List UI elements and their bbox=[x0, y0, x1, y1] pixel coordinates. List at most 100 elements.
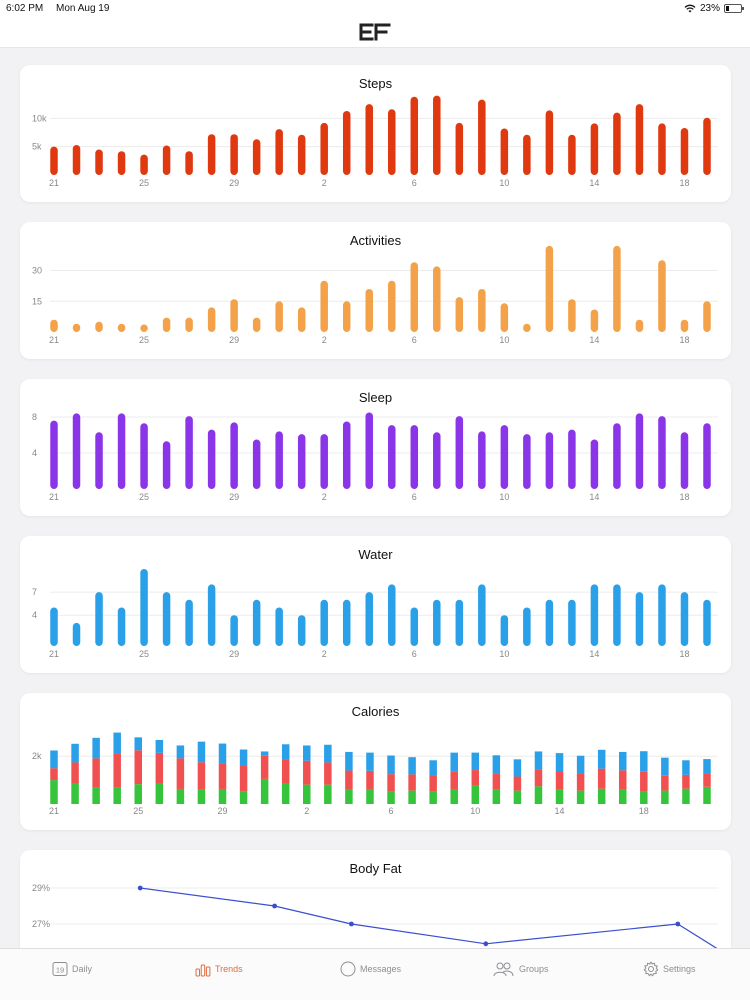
steps-xtick-label: 25 bbox=[139, 178, 149, 188]
water-card[interactable]: Water 4 7 21 25 29 2 6 10 14 18 bbox=[20, 536, 731, 673]
activities-xtick-label: 14 bbox=[589, 335, 599, 345]
activities-bar bbox=[162, 317, 171, 332]
sleep-bar bbox=[568, 429, 576, 489]
calories-bar-segment bbox=[513, 790, 522, 804]
steps-bar bbox=[433, 95, 441, 175]
steps-bar bbox=[72, 144, 81, 175]
sleep-bar bbox=[388, 425, 396, 489]
calories-bar-segment bbox=[661, 757, 669, 776]
calories-xtick-label: 6 bbox=[389, 806, 394, 816]
sleep-chart: 4 8 21 25 29 2 6 10 14 18 bbox=[32, 412, 718, 502]
activities-bar bbox=[320, 280, 328, 332]
activities-bar bbox=[342, 301, 351, 332]
sleep-ytick-label: 8 bbox=[32, 412, 37, 422]
calories-bar-segment bbox=[260, 751, 269, 756]
sleep-bar bbox=[252, 439, 261, 489]
calories-bar-segment bbox=[71, 743, 79, 763]
calories-xtick-label: 10 bbox=[470, 806, 480, 816]
activities-bar bbox=[568, 299, 576, 332]
water-bar bbox=[658, 584, 666, 646]
tab-daily[interactable]: 19 Daily bbox=[52, 959, 92, 979]
calories-bar-segment bbox=[534, 769, 543, 787]
status-bar: 6:02 PM Mon Aug 19 23% bbox=[0, 0, 750, 18]
calories-bar-segment bbox=[555, 789, 564, 804]
water-bar bbox=[365, 592, 373, 646]
activities-bar bbox=[433, 266, 441, 332]
steps-bar bbox=[207, 134, 216, 175]
water-bar bbox=[680, 592, 689, 646]
activities-bar bbox=[117, 323, 126, 332]
calories-bar-segment bbox=[492, 773, 501, 790]
water-bar bbox=[230, 615, 238, 646]
sleep-card[interactable]: Sleep 4 8 21 25 29 2 6 10 14 18 bbox=[20, 379, 731, 516]
activities-bar bbox=[230, 299, 238, 332]
water-bar bbox=[207, 584, 216, 646]
water-bar bbox=[590, 584, 599, 646]
calories-bar-segment bbox=[239, 791, 248, 804]
activities-bar bbox=[365, 288, 373, 332]
calories-bar-segment bbox=[324, 762, 332, 785]
water-bar bbox=[50, 607, 58, 646]
steps-xtick-label: 10 bbox=[499, 178, 509, 188]
tab-messages[interactable]: Messages bbox=[340, 959, 401, 979]
sleep-xtick-label: 10 bbox=[499, 492, 509, 502]
activities-xtick-label: 29 bbox=[229, 335, 239, 345]
calories-bar-segment bbox=[260, 778, 269, 804]
calories-bar-segment bbox=[576, 755, 585, 774]
steps-card[interactable]: Steps 5k 10k 21 25 29 2 6 10 14 18 bbox=[20, 65, 731, 202]
water-bar bbox=[275, 607, 283, 646]
calories-xtick-label: 2 bbox=[304, 806, 309, 816]
bar-chart-icon bbox=[195, 964, 211, 977]
calories-bar-segment bbox=[113, 732, 121, 754]
sleep-bar bbox=[500, 425, 509, 489]
calories-bar-segment bbox=[345, 789, 353, 804]
tab-trends[interactable]: Trends bbox=[195, 959, 243, 979]
calories-bar-segment bbox=[492, 789, 501, 804]
calories-xtick-label: 21 bbox=[49, 806, 59, 816]
calories-bar-segment bbox=[324, 744, 332, 763]
activities-xtick-label: 21 bbox=[49, 335, 59, 345]
steps-bar bbox=[320, 122, 328, 175]
water-bar bbox=[500, 615, 509, 646]
steps-bar bbox=[613, 112, 621, 175]
steps-title: Steps bbox=[358, 76, 393, 91]
activities-card[interactable]: Activities 15 30 21 25 29 2 6 10 14 18 bbox=[20, 222, 731, 359]
water-bar bbox=[568, 599, 576, 646]
calories-bar-segment bbox=[597, 749, 606, 769]
calories-bar-segment bbox=[260, 755, 269, 779]
bodyfat-chart: 27% 29% bbox=[32, 883, 731, 958]
tab-groups[interactable]: Groups bbox=[493, 959, 549, 979]
steps-bar bbox=[410, 96, 419, 175]
calories-chart: 2k 21 25 29 2 6 10 14 18 bbox=[32, 732, 718, 816]
calories-bar-segment bbox=[155, 752, 164, 784]
water-xtick-label: 21 bbox=[49, 649, 59, 659]
calories-bar-segment bbox=[50, 750, 58, 769]
calories-bar-segment bbox=[618, 789, 627, 804]
calories-bar-segment bbox=[155, 783, 164, 804]
sleep-xtick-label: 18 bbox=[679, 492, 689, 502]
battery-icon bbox=[724, 4, 744, 13]
activities-bar bbox=[252, 317, 261, 332]
calories-card[interactable]: Calories 2k 21 25 29 2 6 10 14 18 bbox=[20, 693, 731, 830]
calories-bar-segment bbox=[218, 743, 227, 764]
steps-xtick-label: 21 bbox=[49, 178, 59, 188]
sleep-bar bbox=[410, 425, 419, 489]
water-bar bbox=[185, 599, 193, 646]
activities-bar bbox=[523, 323, 531, 332]
activities-bar bbox=[478, 288, 486, 332]
activities-bar bbox=[275, 301, 283, 332]
calories-bar-segment bbox=[429, 775, 437, 792]
activities-bar bbox=[95, 321, 103, 332]
activities-bar bbox=[297, 307, 306, 332]
sleep-bar bbox=[545, 432, 554, 489]
tab-settings[interactable]: Settings bbox=[643, 959, 696, 979]
water-ytick-label: 7 bbox=[32, 587, 37, 597]
steps-bar bbox=[95, 149, 103, 175]
sleep-bar bbox=[433, 432, 441, 489]
calories-bar-segment bbox=[155, 739, 164, 753]
calories-bar-segment bbox=[50, 768, 58, 781]
bodyfat-point bbox=[675, 921, 681, 927]
calories-bar-segment bbox=[597, 768, 606, 789]
steps-bar bbox=[252, 139, 261, 175]
calories-bar-segment bbox=[640, 771, 648, 792]
